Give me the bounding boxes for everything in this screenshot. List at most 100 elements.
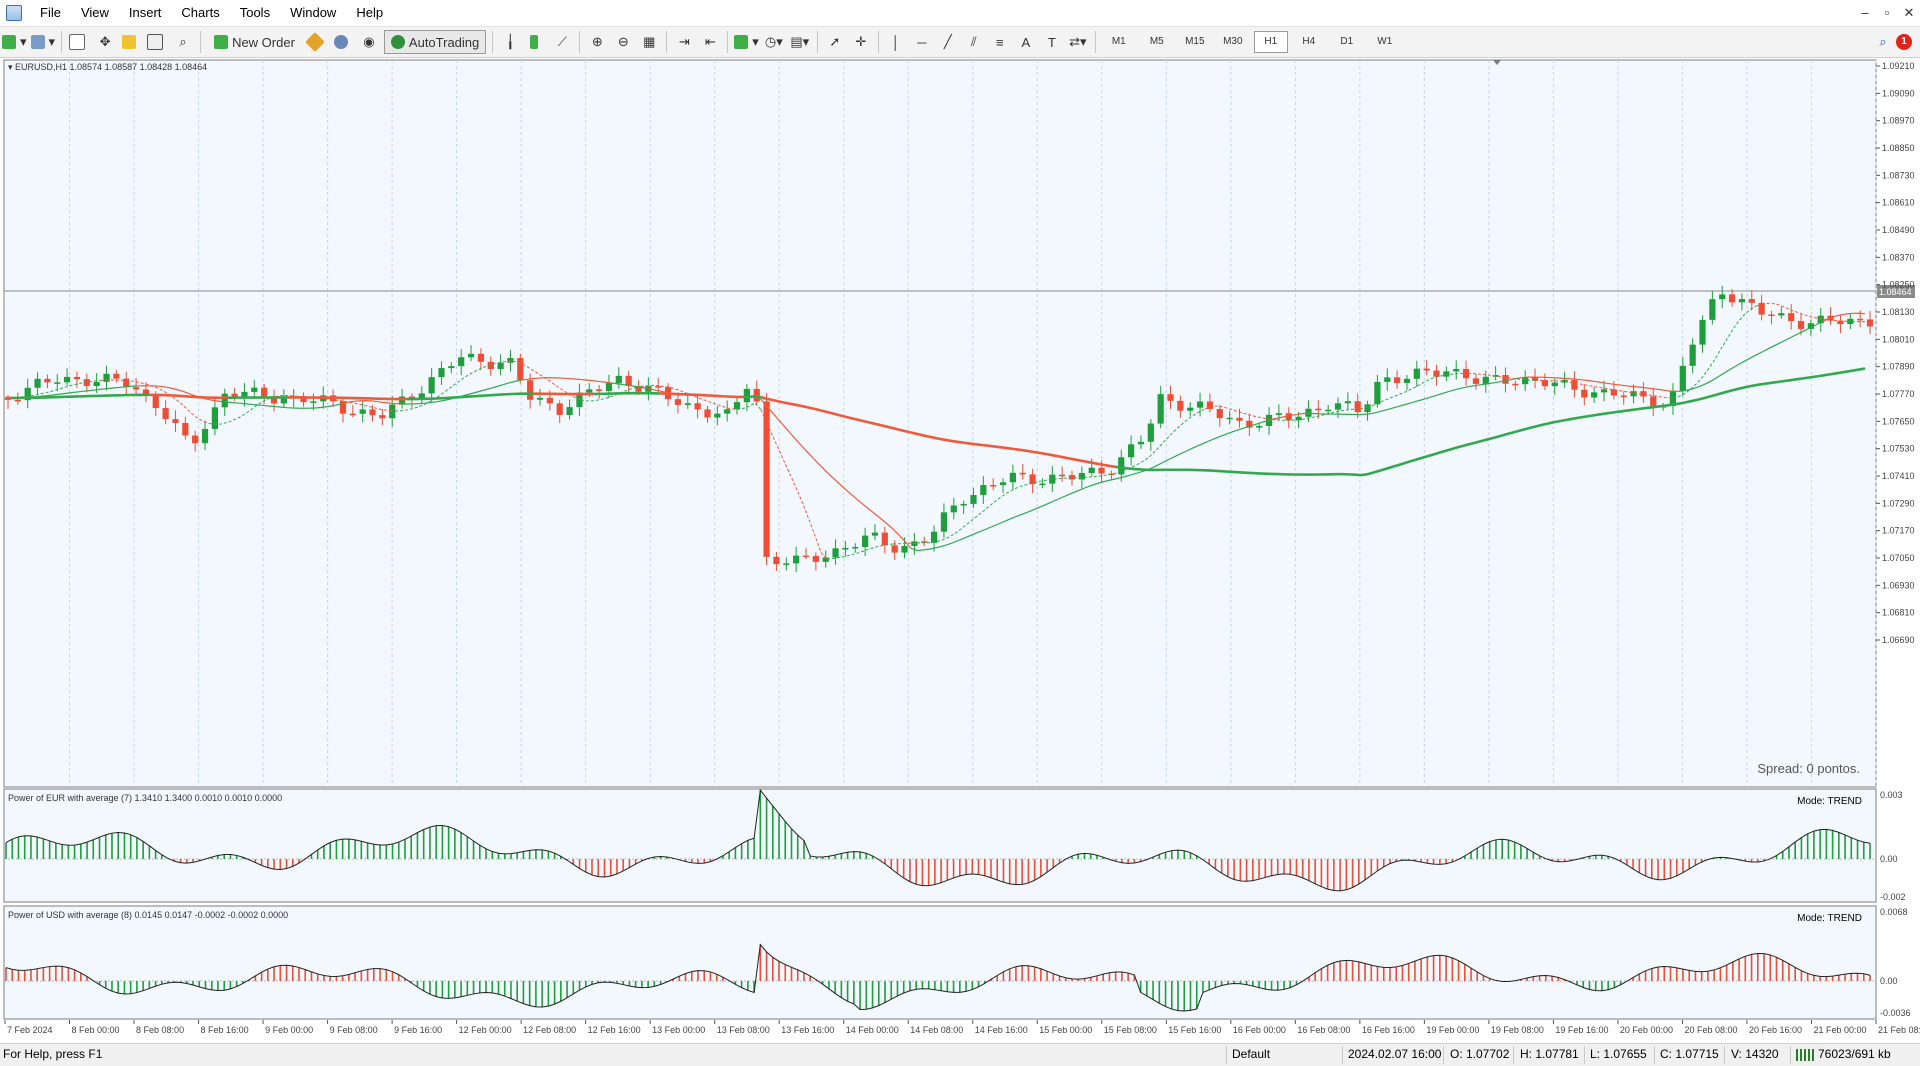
chart-window[interactable]: 1.08464 ▾ EURUSD,H1 1.08574 1.08587 1.08… (0, 58, 1920, 1043)
candle-body (1729, 294, 1735, 302)
candle-body (251, 388, 257, 392)
candle-body (1098, 468, 1104, 474)
candle-body (685, 403, 691, 405)
main-panel[interactable] (4, 60, 1876, 787)
candle-body (468, 354, 474, 357)
candle-body (1709, 299, 1715, 320)
timeframe-h4[interactable]: H4 (1292, 31, 1326, 53)
candle-body (54, 382, 60, 384)
profile-name[interactable]: Default (1232, 1047, 1270, 1061)
price-label: 1.08370 (1882, 252, 1915, 262)
price-label: 1.08130 (1882, 307, 1915, 317)
fibonacci-icon[interactable]: ≡ (989, 31, 1011, 53)
timeframe-m1[interactable]: M1 (1102, 31, 1136, 53)
candle-body (1502, 375, 1508, 384)
candle-body (1128, 444, 1134, 457)
status-divider (1790, 1046, 1791, 1064)
bar-chart-icon[interactable]: ╽ (499, 31, 521, 53)
candle-body (655, 386, 661, 388)
candle-body (172, 419, 178, 423)
eur-axis-top: 0.003 (1880, 790, 1903, 800)
vertical-line-icon[interactable]: │ (885, 31, 907, 53)
candle-body (103, 374, 109, 382)
community-icon[interactable] (332, 31, 354, 53)
autotrading-button[interactable]: AutoTrading (384, 30, 486, 54)
price-label: 1.08610 (1882, 198, 1915, 208)
chart-shift-icon[interactable]: ⇤ (699, 31, 721, 53)
candlestick-icon[interactable] (525, 31, 547, 53)
candle-body (892, 545, 898, 552)
timeframe-m5[interactable]: M5 (1140, 31, 1174, 53)
menu-window[interactable]: Window (280, 0, 346, 26)
candle-body (793, 556, 799, 564)
new-order-button[interactable]: New Order (207, 30, 302, 54)
text-label-icon[interactable]: T (1041, 31, 1063, 53)
crosshair-icon[interactable]: ✛ (850, 31, 872, 53)
timeframe-d1[interactable]: D1 (1330, 31, 1364, 53)
metaeditor-icon[interactable] (306, 31, 328, 53)
price-label: 1.06690 (1882, 635, 1915, 645)
candle-body (1039, 484, 1045, 486)
status-low: L: 1.07655 (1590, 1047, 1647, 1061)
chart-svg[interactable]: 1.08464 ▾ EURUSD,H1 1.08574 1.08587 1.08… (0, 58, 1920, 1043)
zoom-in-icon[interactable]: ⊕ (586, 31, 608, 53)
restore-button[interactable]: ▫ (1876, 5, 1898, 21)
menu-insert[interactable]: Insert (119, 0, 172, 26)
new-chart-icon[interactable]: ▾ (2, 31, 27, 53)
periods-icon[interactable]: ◷▾ (763, 31, 785, 53)
time-label: 20 Feb 00:00 (1620, 1025, 1673, 1035)
menu-tools[interactable]: Tools (230, 0, 280, 26)
status-divider (1226, 1046, 1227, 1064)
candle-body (882, 533, 888, 546)
search-icon[interactable]: ⌕ (1872, 31, 1894, 53)
menu-view[interactable]: View (71, 0, 119, 26)
signals-icon[interactable]: ◉ (358, 31, 380, 53)
candle-body (773, 557, 779, 564)
equidistant-channel-icon[interactable]: ⫽ (963, 31, 985, 53)
candle-body (1069, 475, 1075, 479)
candle-body (537, 398, 543, 400)
time-label: 9 Feb 00:00 (265, 1025, 313, 1035)
profiles-icon[interactable]: ▾ (31, 31, 56, 53)
timeframe-w1[interactable]: W1 (1368, 31, 1402, 53)
candle-body (192, 435, 198, 443)
eur-indicator-panel[interactable] (4, 789, 1876, 902)
menu-charts[interactable]: Charts (171, 0, 229, 26)
candle-body (113, 374, 119, 379)
candle-body (704, 409, 710, 417)
strategy-tester-icon[interactable]: ⌕ (172, 31, 194, 53)
templates-icon[interactable]: ▤▾ (789, 31, 811, 53)
line-chart-icon[interactable]: ⟋ (551, 31, 573, 53)
candle-body (1680, 366, 1686, 391)
close-button[interactable]: ✕ (1898, 5, 1920, 21)
chart-header: ▾ EURUSD,H1 1.08574 1.08587 1.08428 1.08… (8, 62, 207, 72)
minimize-button[interactable]: – (1854, 5, 1876, 21)
terminal-icon[interactable] (146, 31, 168, 53)
cursor-icon[interactable]: ➚ (824, 31, 846, 53)
arrows-icon[interactable]: ⇄▾ (1067, 31, 1089, 53)
connection-status[interactable]: 76023/691 kb (1796, 1047, 1891, 1061)
status-divider (1654, 1046, 1655, 1064)
navigator-icon[interactable] (120, 31, 142, 53)
text-icon[interactable]: A (1015, 31, 1037, 53)
trendline-icon[interactable]: ╱ (937, 31, 959, 53)
market-watch-icon[interactable] (68, 31, 90, 53)
zoom-out-icon[interactable]: ⊖ (612, 31, 634, 53)
tile-windows-icon[interactable]: ▦ (638, 31, 660, 53)
candle-body (222, 394, 228, 408)
timeframe-m30[interactable]: M30 (1216, 31, 1250, 53)
data-window-icon[interactable]: ✥ (94, 31, 116, 53)
price-label: 1.07050 (1882, 553, 1915, 563)
timeframe-m15[interactable]: M15 (1178, 31, 1212, 53)
usd-indicator-panel[interactable] (4, 906, 1876, 1019)
candle-body (1177, 401, 1183, 411)
menu-help[interactable]: Help (346, 0, 393, 26)
toolbar-separator (579, 31, 580, 53)
autoscroll-icon[interactable]: ⇥ (673, 31, 695, 53)
toolbar-separator (727, 31, 728, 53)
menu-file[interactable]: File (30, 0, 71, 26)
notification-badge[interactable]: 1 (1896, 34, 1912, 50)
indicators-icon[interactable]: ▾ (734, 31, 759, 53)
horizontal-line-icon[interactable]: ─ (911, 31, 933, 53)
timeframe-h1[interactable]: H1 (1254, 31, 1288, 53)
